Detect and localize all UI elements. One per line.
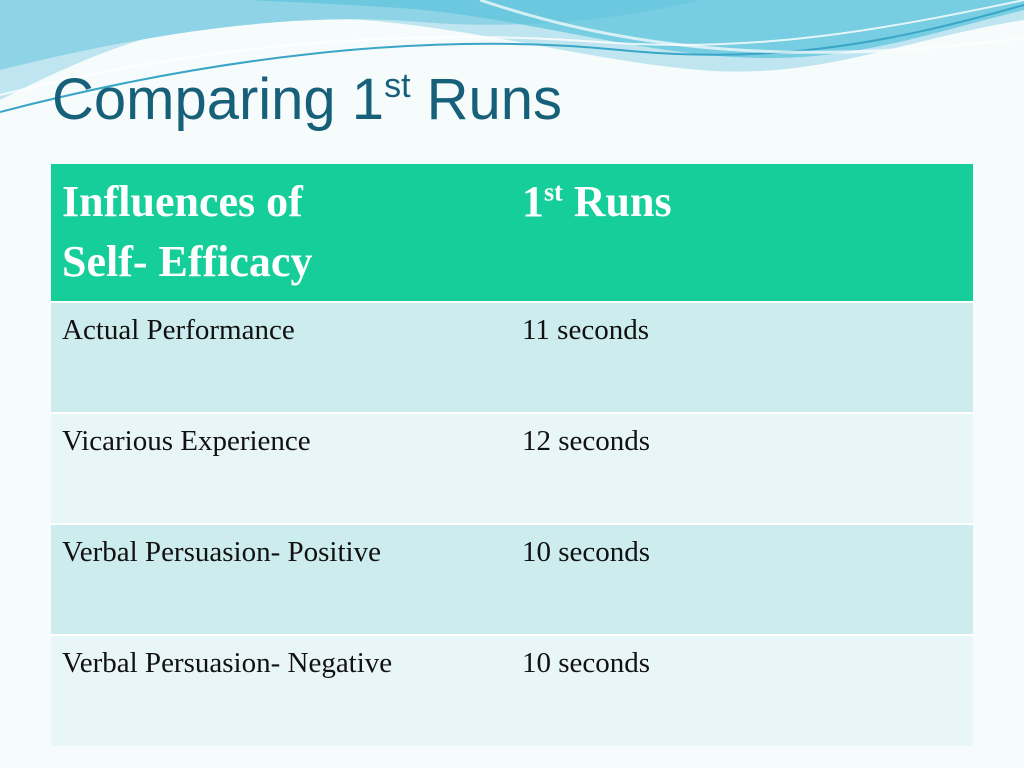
influence-cell: Verbal Persuasion- Positive: [51, 523, 511, 635]
title-text: Comparing 1: [52, 67, 385, 132]
influence-cell: Verbal Persuasion- Negative: [51, 634, 511, 746]
run-time-cell: 10 seconds: [511, 523, 973, 635]
title-superscript: st: [384, 66, 411, 105]
header-influences: Influences of Self- Efficacy: [51, 164, 511, 302]
table-row: Verbal Persuasion- Negative 10 seconds: [51, 634, 973, 746]
influence-cell: Actual Performance: [51, 301, 511, 413]
header-runs-text-end: Runs: [562, 177, 672, 226]
table-row: Vicarious Experience 12 seconds: [51, 412, 973, 524]
header-runs-superscript: st: [544, 177, 563, 207]
header-runs-text: 1: [522, 177, 544, 226]
title-text-end: Runs: [410, 67, 563, 132]
run-time-cell: 11 seconds: [511, 301, 973, 413]
wave-decoration: [0, 0, 1024, 113]
run-time-cell: 10 seconds: [511, 634, 973, 746]
page-title: Comparing 1st Runs: [52, 60, 562, 140]
table-header-row: Influences of Self- Efficacy 1st Runs: [51, 164, 973, 302]
comparison-table: Influences of Self- Efficacy 1st Runs Act…: [51, 164, 973, 746]
header-influences-line2: Self- Efficacy: [62, 237, 313, 286]
header-influences-line1: Influences of: [62, 177, 303, 226]
header-first-runs: 1st Runs: [511, 164, 973, 302]
table-row: Verbal Persuasion- Positive 10 seconds: [51, 523, 973, 635]
run-time-cell: 12 seconds: [511, 412, 973, 524]
influence-cell: Vicarious Experience: [51, 412, 511, 524]
table-row: Actual Performance 11 seconds: [51, 301, 973, 413]
